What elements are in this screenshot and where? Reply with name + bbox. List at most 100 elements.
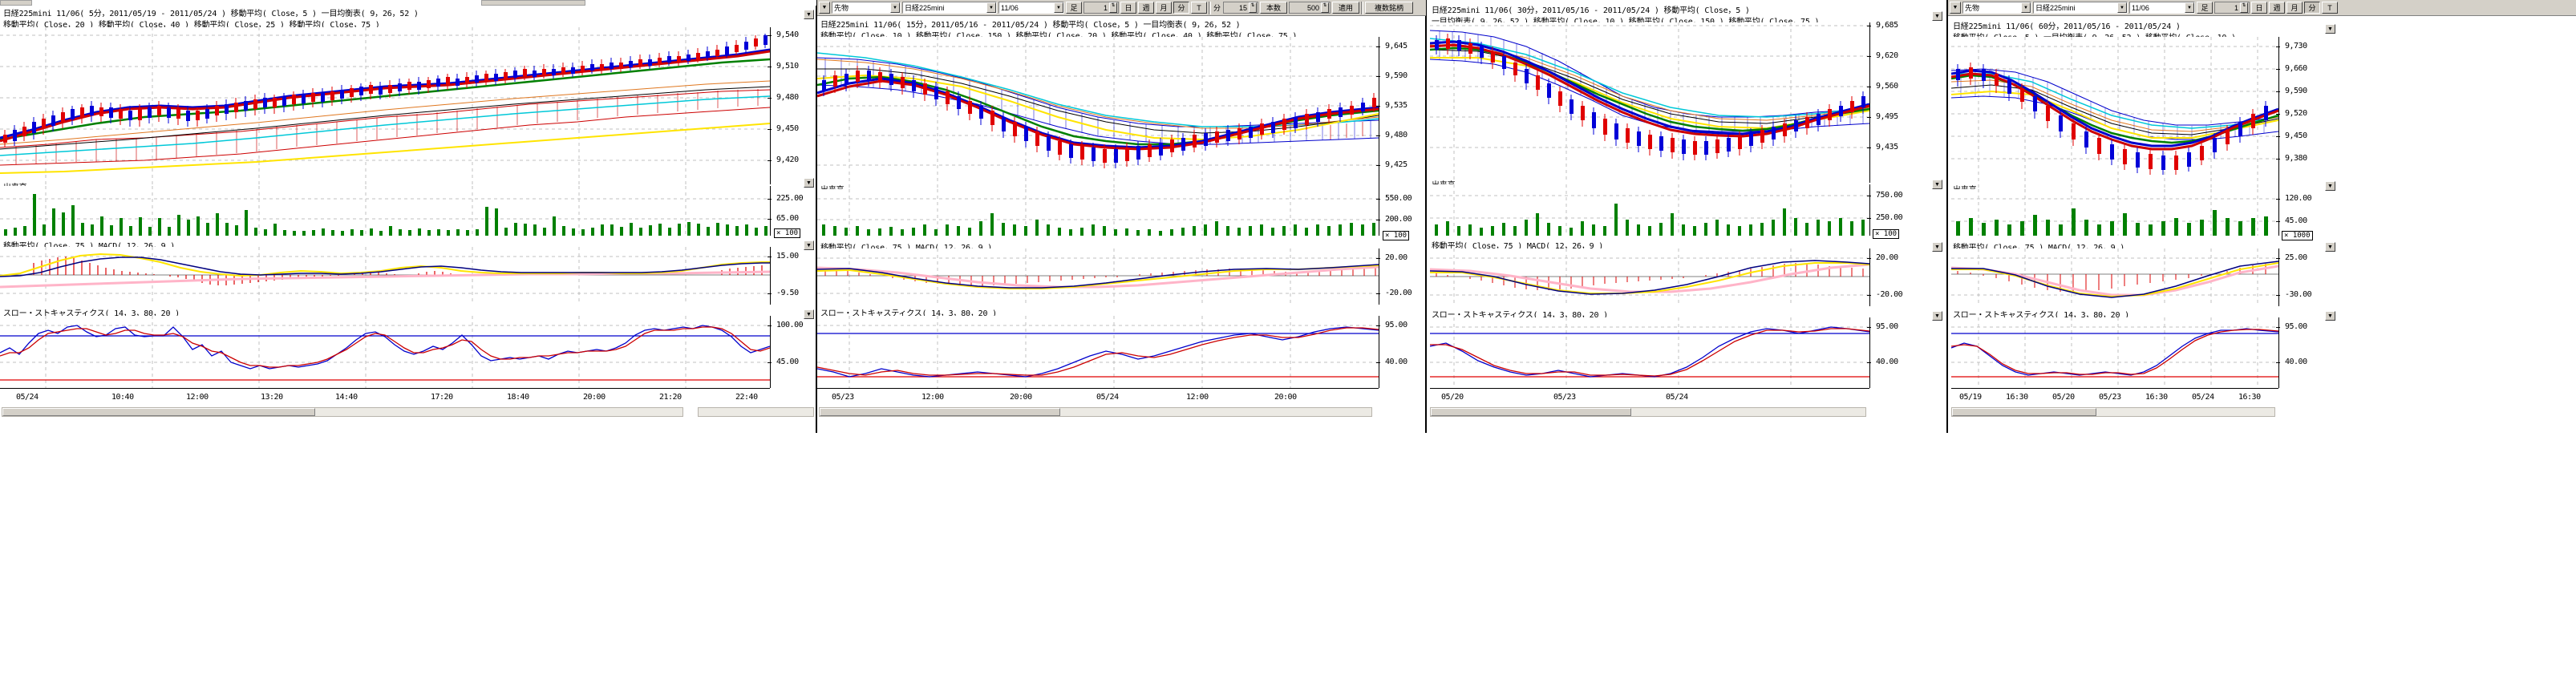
contract-combo[interactable]: 11/06 ▼ [998, 2, 1064, 14]
panel3-hscrollbar[interactable] [1430, 407, 1866, 417]
panel3-stoch-title: スロー・ストキャスティクス( 14，3，80，20 ) [1432, 311, 1608, 320]
chevron-down-icon[interactable]: ▼ [2185, 2, 2194, 13]
ashi-button[interactable]: 足 [1066, 2, 1082, 14]
product-type-combo[interactable]: 先物 ▼ [832, 2, 901, 14]
panel4-stoch-svg [1951, 317, 2278, 388]
period-day-button[interactable]: 日 [1120, 2, 1136, 14]
panel1-volume-plot[interactable] [0, 186, 770, 236]
panel1-stoch-plot[interactable] [0, 316, 770, 388]
panel1-macd-plot[interactable] [0, 247, 770, 305]
panel2-hscrollbar[interactable] [819, 407, 1372, 417]
period-minute-button[interactable]: 分 [1173, 2, 1189, 14]
period-week-button[interactable]: 週 [1138, 2, 1154, 14]
symbol-combo[interactable]: 日経225mini ▼ [2033, 2, 2128, 14]
panel4-macd-scale-button[interactable]: ▼ [2325, 242, 2335, 252]
panel4-mtick [2276, 258, 2280, 259]
panel3-price-scale-button[interactable]: ▼ [1932, 11, 1942, 21]
spinner-arrows-icon[interactable]: ⇅ [1321, 2, 1330, 13]
symbol-combo[interactable]: 日経225mini ▼ [902, 2, 997, 14]
panel4-stoch-plot[interactable] [1951, 317, 2278, 388]
panel2-hscroll-thumb[interactable] [820, 408, 1060, 416]
panel3-volume-plot[interactable] [1430, 184, 1869, 236]
panel2-x-axis [817, 388, 1379, 389]
panel1-macd-scale-button[interactable]: ▼ [804, 240, 814, 250]
panel3-vtick [1867, 218, 1871, 219]
chevron-down-icon[interactable]: ▼ [986, 2, 996, 13]
panel2-price-plot[interactable] [817, 37, 1379, 189]
product-type-combo[interactable]: 先物 ▼ [1962, 2, 2031, 14]
panel1-hscroll-thumb[interactable] [2, 408, 315, 416]
spinner-arrows-icon[interactable]: ⇅ [2240, 2, 2248, 13]
panel4-hscrollbar[interactable] [1951, 407, 2275, 417]
count-label-button[interactable]: 本数 [1260, 2, 1288, 14]
panel3-price-plot[interactable] [1430, 22, 1869, 183]
panel4-ylabel-3: 9,520 [2285, 109, 2307, 118]
panel2-volume-multiplier: × 100 [1383, 231, 1410, 240]
panel1-top-scroll-fragment-2[interactable] [481, 0, 585, 6]
panel3-xlabel-0: 05/20 [1441, 393, 1464, 402]
ashi-spinner[interactable]: 1 ⇅ [1083, 2, 1119, 14]
panel4-ytick [2276, 69, 2280, 70]
panel1-mtick [768, 293, 772, 294]
panel3-volume-scale-button[interactable]: ▼ [1932, 180, 1942, 189]
apply-button[interactable]: 適用 [1332, 2, 1360, 14]
panel4-volume-plot[interactable] [1951, 189, 2278, 236]
panel4-stoch-axis [2278, 317, 2279, 388]
panel1-mlabel-1: -9.50 [776, 289, 799, 297]
period-tick-button[interactable]: T [2322, 2, 2338, 14]
panel4-mlabel-1: -30.00 [2285, 290, 2312, 299]
chevron-down-icon[interactable]: ▼ [2117, 2, 2127, 13]
panel3-stoch-plot[interactable] [1430, 317, 1869, 388]
period-tick-button[interactable]: T [1191, 2, 1207, 14]
panel2-macd-plot[interactable] [817, 248, 1379, 305]
ashi-button[interactable]: 足 [2197, 2, 2213, 14]
chevron-down-icon[interactable]: ▼ [890, 2, 900, 13]
panel1-price-plot[interactable] [0, 27, 770, 184]
period-month-button[interactable]: 月 [1156, 2, 1172, 14]
product-type-value: 先物 [1965, 4, 1980, 12]
panel2-toolbar: ▼ 先物 ▼ 日経225mini ▼ 11/06 ▼ 足 1 ⇅ [817, 0, 1427, 16]
panel4-volume-scale-button[interactable]: ▼ [2325, 181, 2335, 191]
panel4-stoch-scale-button[interactable]: ▼ [2325, 311, 2335, 321]
period-minute-button[interactable]: 分 [2304, 2, 2320, 14]
contract-combo[interactable]: 11/06 ▼ [2129, 2, 2195, 14]
panel2-stoch-plot[interactable] [817, 316, 1379, 388]
toolbar-dropdown-icon[interactable]: ▼ [1950, 2, 1961, 14]
chevron-down-icon[interactable]: ▼ [2021, 2, 2031, 13]
period-month-button[interactable]: 月 [2286, 2, 2303, 14]
panel1-stoch-scale-button[interactable]: ▼ [804, 309, 814, 319]
spinner-arrows-icon[interactable]: ⇅ [1109, 2, 1117, 13]
multi-symbol-button[interactable]: 複数銘柄 [1365, 2, 1414, 14]
panel1-xlabel-3: 13:20 [261, 393, 283, 402]
panel4-macd-axis [2278, 248, 2279, 306]
panel1-ytick [768, 98, 772, 99]
panel4-xlabel-0: 05/19 [1959, 393, 1982, 402]
panel1-stoch-title: スロー・ストキャスティクス( 14，3，80，20 ) [3, 309, 180, 318]
panel1-top-scroll-fragment[interactable] [0, 0, 32, 6]
panel4-macd-plot[interactable] [1951, 248, 2278, 306]
panel1-hscrollbar[interactable] [2, 407, 683, 417]
panel4-volume-multiplier: × 1000 [2282, 231, 2313, 240]
panel3-macd-plot[interactable] [1430, 248, 1869, 306]
panel1-bottom-chrome [698, 407, 814, 417]
toolbar-dropdown-icon[interactable]: ▼ [819, 2, 830, 14]
chevron-down-icon[interactable]: ▼ [1054, 2, 1063, 13]
panel4-price-plot[interactable] [1951, 37, 2278, 189]
panel4-price-scale-button[interactable]: ▼ [2325, 24, 2335, 34]
panel4-hscroll-thumb[interactable] [1952, 408, 2096, 416]
panel2-volume-plot[interactable] [817, 189, 1379, 236]
period-week-button[interactable]: 週 [2269, 2, 2285, 14]
panel3-macd-scale-button[interactable]: ▼ [1932, 242, 1942, 252]
period-day-button[interactable]: 日 [2251, 2, 2267, 14]
panel1-volume-scale-button[interactable]: ▼ [804, 178, 814, 188]
ashi-spinner[interactable]: 1 ⇅ [2214, 2, 2250, 14]
panel3-hscroll-thumb[interactable] [1431, 408, 1631, 416]
panel4-vtick [2276, 221, 2280, 222]
count-spinner[interactable]: 500 ⇅ [1289, 2, 1331, 14]
panel3-stoch-scale-button[interactable]: ▼ [1932, 311, 1942, 321]
chart-panel-60min: ▼ 先物 ▼ 日経225mini ▼ 11/06 ▼ 足 1 ⇅ [1947, 0, 2576, 433]
panel1-price-scale-button[interactable]: ▼ [804, 10, 814, 19]
panel2-slabel-0: 95.00 [1385, 321, 1407, 329]
minute-spinner[interactable]: 15 ⇅ [1223, 2, 1259, 14]
spinner-arrows-icon[interactable]: ⇅ [1249, 2, 1258, 13]
